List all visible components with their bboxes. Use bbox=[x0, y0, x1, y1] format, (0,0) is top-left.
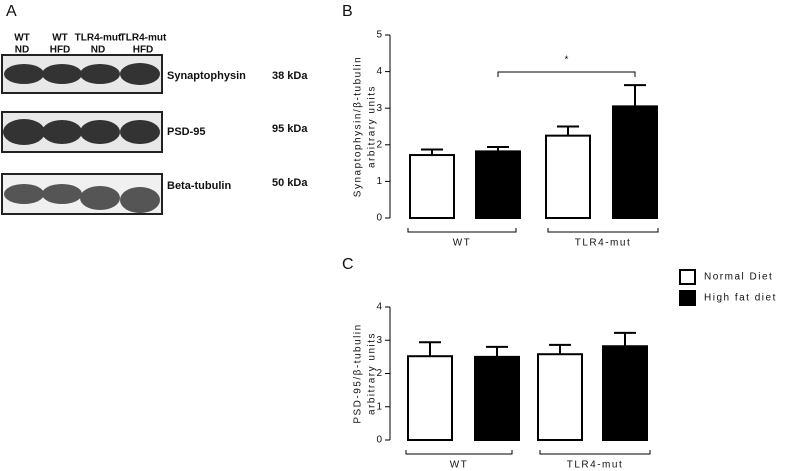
bar bbox=[537, 353, 583, 441]
error-bar bbox=[419, 341, 441, 357]
lane-label: ND bbox=[91, 45, 105, 56]
lane-label: WT bbox=[52, 33, 68, 44]
y-axis-label: arbitrary units bbox=[367, 85, 378, 168]
group-bracket bbox=[547, 228, 659, 233]
y-axis-label: PSD-95/β-tubulin bbox=[353, 323, 364, 423]
protein-label: Synaptophysin bbox=[167, 70, 246, 82]
panel-label: B bbox=[342, 3, 353, 20]
y-tick-label: 3 bbox=[376, 103, 382, 114]
blot-image bbox=[1, 54, 163, 215]
y-tick-label: 1 bbox=[376, 401, 382, 412]
bar bbox=[602, 345, 648, 441]
bar bbox=[545, 134, 591, 219]
legend-label: Normal Diet bbox=[704, 272, 773, 283]
size-label: 95 kDa bbox=[272, 123, 308, 135]
lane-label: ND bbox=[15, 45, 29, 56]
y-tick-label: 3 bbox=[376, 335, 382, 346]
lane-label: TLR4-mut bbox=[75, 33, 122, 44]
group-bracket bbox=[405, 450, 513, 455]
group-bracket bbox=[407, 228, 517, 233]
bar bbox=[612, 105, 658, 219]
bar bbox=[474, 355, 520, 441]
y-tick-label: 4 bbox=[376, 66, 382, 77]
y-tick-label: 0 bbox=[376, 213, 382, 224]
x-tick-label: WT bbox=[453, 238, 472, 249]
group-bracket bbox=[539, 450, 651, 455]
size-label: 50 kDa bbox=[272, 177, 308, 189]
bar bbox=[407, 355, 453, 441]
protein-label: PSD-95 bbox=[167, 126, 206, 138]
y-axis-label: Synaptophysin/β-tubulin bbox=[353, 56, 364, 197]
lane-label: WT bbox=[14, 33, 30, 44]
panel-label: A bbox=[6, 3, 17, 20]
significance-bracket bbox=[497, 71, 636, 77]
x-tick-label: WT bbox=[450, 460, 469, 471]
error-bar bbox=[549, 343, 571, 355]
y-tick-label: 4 bbox=[376, 302, 382, 313]
y-axis-label: arbitrary units bbox=[367, 332, 378, 415]
lane-label: TLR4-mut bbox=[120, 33, 167, 44]
y-tick-label: 5 bbox=[376, 30, 382, 41]
panel-label: C bbox=[342, 256, 354, 273]
y-tick-label: 2 bbox=[376, 139, 382, 150]
y-tick-label: 2 bbox=[376, 368, 382, 379]
lane-label: HFD bbox=[50, 45, 71, 56]
bar bbox=[475, 150, 521, 219]
bar bbox=[409, 154, 455, 220]
legend-label: High fat diet bbox=[704, 293, 777, 304]
error-bar bbox=[486, 345, 508, 357]
legend-swatch bbox=[679, 269, 696, 285]
y-tick-label: 1 bbox=[376, 176, 382, 187]
legend-swatch bbox=[679, 290, 696, 306]
size-label: 38 kDa bbox=[272, 70, 308, 82]
y-tick-label: 0 bbox=[376, 435, 382, 446]
x-tick-label: TLR4-mut bbox=[567, 460, 623, 471]
lane-label: HFD bbox=[133, 45, 154, 56]
error-bar bbox=[557, 125, 579, 136]
protein-label: Beta-tubulin bbox=[167, 180, 231, 192]
error-bar bbox=[624, 84, 646, 107]
significance-label: * bbox=[565, 55, 569, 66]
x-tick-label: TLR4-mut bbox=[575, 238, 631, 249]
error-bar bbox=[614, 331, 636, 347]
